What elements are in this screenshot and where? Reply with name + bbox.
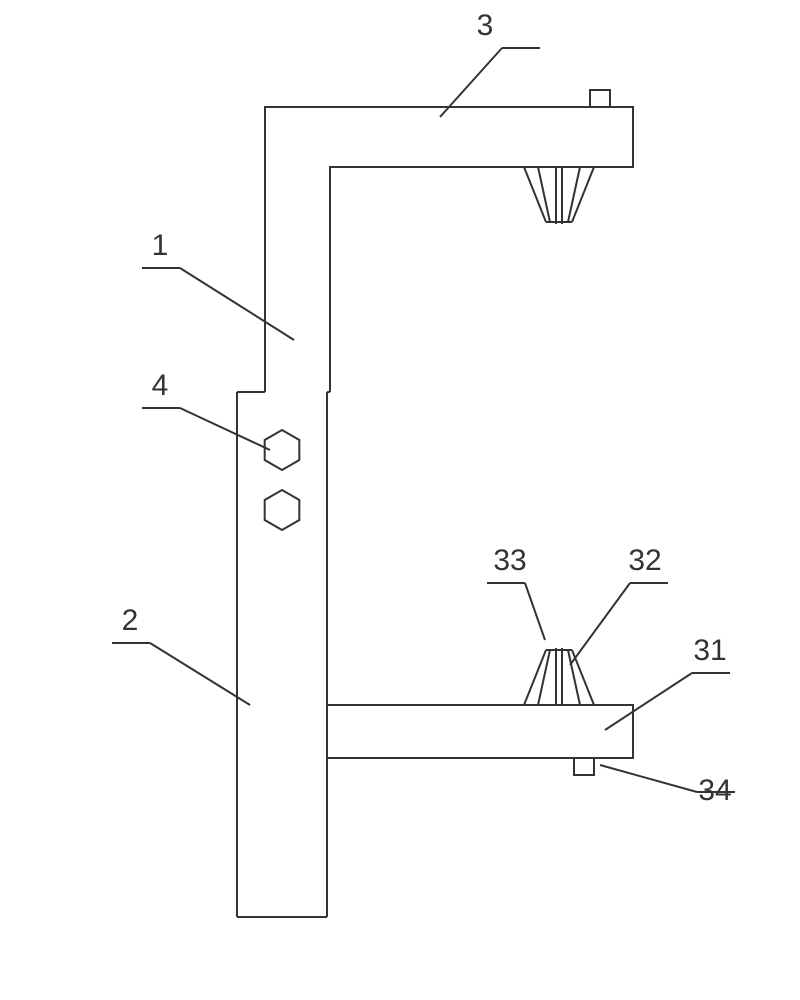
callout-label-34: 34	[698, 774, 731, 807]
callout-label-4: 4	[152, 369, 169, 402]
callout-label-33: 33	[493, 544, 526, 577]
callout-label-32: 32	[628, 544, 661, 577]
callout-label-31: 31	[693, 634, 726, 667]
callout-label-2: 2	[122, 604, 139, 637]
callout-label-3: 3	[477, 9, 494, 42]
callout-label-1: 1	[152, 229, 169, 262]
